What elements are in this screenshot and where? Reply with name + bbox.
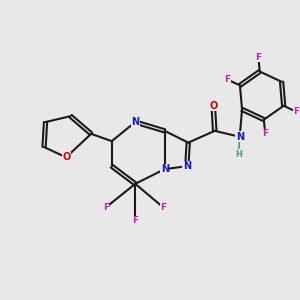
Text: N: N: [236, 132, 244, 142]
Text: N: N: [160, 164, 169, 174]
Text: F: F: [132, 216, 138, 225]
Text: F: F: [160, 203, 166, 212]
Text: O: O: [62, 152, 70, 162]
Text: F: F: [262, 129, 268, 138]
Text: N: N: [131, 117, 139, 127]
Text: H: H: [235, 150, 242, 159]
Text: F: F: [293, 107, 299, 116]
Text: F: F: [103, 203, 109, 212]
Text: F: F: [224, 75, 230, 84]
Text: F: F: [255, 53, 262, 62]
Text: O: O: [209, 101, 218, 111]
Text: N: N: [183, 161, 191, 171]
